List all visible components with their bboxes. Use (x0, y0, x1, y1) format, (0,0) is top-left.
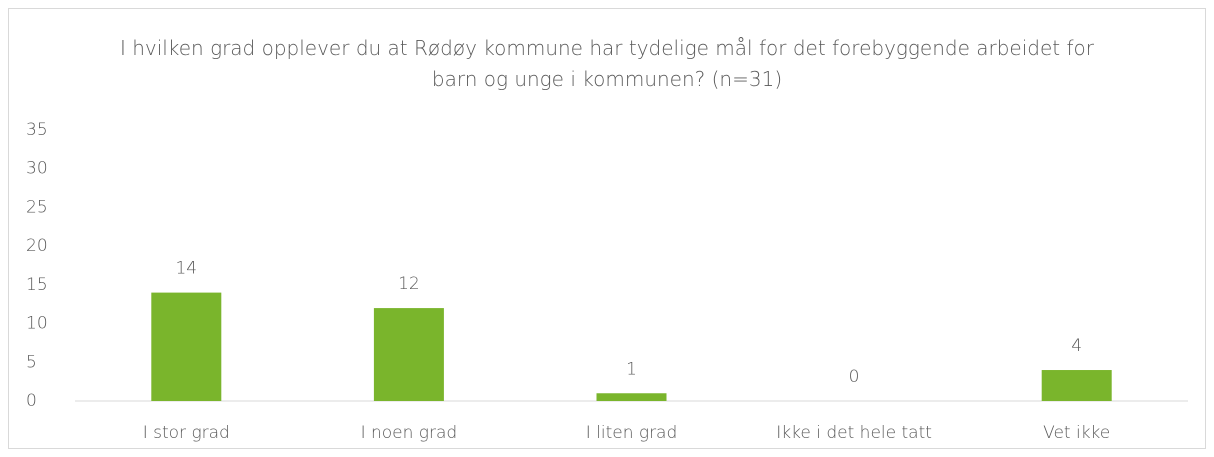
data-label: 0 (849, 367, 860, 387)
y-tick-label: 30 (26, 159, 48, 179)
chart-title: I hvilken grad opplever du at Rødøy komm… (119, 36, 1094, 91)
x-tick-label: I noen grad (361, 423, 458, 443)
y-tick-label: 5 (26, 352, 37, 372)
y-tick-label: 20 (26, 236, 48, 256)
x-tick-label: I stor grad (143, 423, 230, 443)
data-label: 4 (1071, 336, 1082, 356)
y-tick-label: 35 (26, 120, 48, 140)
y-tick-label: 10 (26, 314, 48, 334)
y-tick-label: 15 (26, 275, 48, 295)
y-tick-label: 25 (26, 197, 48, 217)
x-tick-label: I liten grad (586, 423, 678, 443)
data-label: 12 (398, 274, 420, 294)
bar (373, 308, 444, 401)
bar (151, 292, 222, 401)
bar (596, 393, 667, 401)
chart-border (8, 8, 1206, 449)
x-tick-label: Ikke i det hele tatt (776, 423, 932, 443)
data-label: 1 (626, 359, 637, 379)
bar (1041, 370, 1112, 401)
data-label: 14 (175, 259, 197, 279)
y-tick-label: 0 (26, 391, 37, 411)
x-tick-label: Vet ikke (1043, 423, 1110, 443)
